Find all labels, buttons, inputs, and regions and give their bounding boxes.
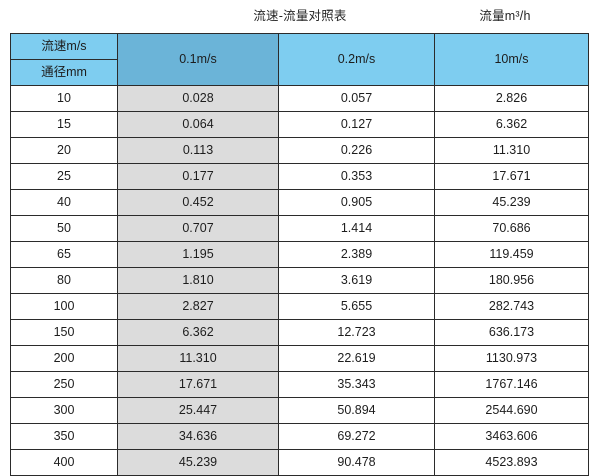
cell-flow-0.2ms: 2.389 [278,241,435,268]
cell-flow-0.2ms: 3.619 [278,267,435,294]
cell-diameter: 20 [10,137,118,164]
cell-flow-0.1ms: 1.195 [117,241,279,268]
cell-flow-10ms: 4523.893 [434,449,589,476]
cell-diameter: 15 [10,111,118,138]
cell-flow-10ms: 17.671 [434,163,589,190]
cell-flow-10ms: 119.459 [434,241,589,268]
cell-flow-0.1ms: 17.671 [117,371,279,398]
flow-rate-table-wrapper: 流速m/s 0.1m/s 0.2m/s 10m/s 通径mm 10 0.028 … [10,33,589,476]
cell-flow-0.2ms: 50.894 [278,397,435,424]
table-row: 25 0.177 0.353 17.671 [10,163,589,190]
cell-flow-10ms: 636.173 [434,319,589,346]
table-row: 100 2.827 5.655 282.743 [10,293,589,320]
cell-flow-0.1ms: 6.362 [117,319,279,346]
cell-flow-10ms: 70.686 [434,215,589,242]
cell-flow-0.1ms: 0.113 [117,137,279,164]
cell-flow-0.1ms: 0.064 [117,111,279,138]
cell-flow-0.1ms: 34.636 [117,423,279,450]
cell-flow-0.2ms: 0.353 [278,163,435,190]
cell-diameter: 50 [10,215,118,242]
cell-flow-0.1ms: 0.177 [117,163,279,190]
cell-diameter: 25 [10,163,118,190]
cell-flow-0.1ms: 45.239 [117,449,279,476]
cell-diameter: 350 [10,423,118,450]
cell-diameter: 250 [10,371,118,398]
chart-title: 流速-流量对照表 [253,9,347,23]
cell-diameter: 100 [10,293,118,320]
table-row: 15 0.064 0.127 6.362 [10,111,589,138]
cell-flow-10ms: 180.956 [434,267,589,294]
title-bar: 流速-流量对照表 流量m³/h [0,0,600,30]
cell-flow-0.1ms: 0.707 [117,215,279,242]
cell-diameter: 150 [10,319,118,346]
cell-flow-10ms: 6.362 [434,111,589,138]
cell-flow-10ms: 2544.690 [434,397,589,424]
table-row: 40 0.452 0.905 45.239 [10,189,589,216]
unit-title: 流量m³/h [479,9,531,23]
cell-flow-0.2ms: 69.272 [278,423,435,450]
cell-flow-0.1ms: 0.028 [117,85,279,112]
table-row: 250 17.671 35.343 1767.146 [10,371,589,398]
cell-flow-0.2ms: 22.619 [278,345,435,372]
cell-flow-0.2ms: 90.478 [278,449,435,476]
table-row: 200 11.310 22.619 1130.973 [10,345,589,372]
cell-flow-10ms: 3463.606 [434,423,589,450]
cell-flow-0.2ms: 35.343 [278,371,435,398]
cell-flow-0.2ms: 5.655 [278,293,435,320]
table-row: 65 1.195 2.389 119.459 [10,241,589,268]
table-row: 300 25.447 50.894 2544.690 [10,397,589,424]
cell-flow-0.1ms: 2.827 [117,293,279,320]
cell-flow-10ms: 1130.973 [434,345,589,372]
header-row-top: 流速m/s 0.1m/s 0.2m/s 10m/s [10,33,589,86]
header-diameter-unit-label: 通径mm [10,59,118,86]
cell-flow-10ms: 45.239 [434,189,589,216]
table-row: 150 6.362 12.723 636.173 [10,319,589,346]
cell-flow-10ms: 1767.146 [434,371,589,398]
cell-diameter: 200 [10,345,118,372]
cell-flow-0.2ms: 0.905 [278,189,435,216]
column-header-0.2ms: 0.2m/s [278,33,435,86]
table-row: 400 45.239 90.478 4523.893 [10,449,589,476]
cell-flow-10ms: 282.743 [434,293,589,320]
header-velocity-unit-label: 流速m/s [10,33,118,60]
table-row: 50 0.707 1.414 70.686 [10,215,589,242]
cell-flow-10ms: 11.310 [434,137,589,164]
cell-diameter: 400 [10,449,118,476]
table-row: 350 34.636 69.272 3463.606 [10,423,589,450]
cell-flow-0.1ms: 0.452 [117,189,279,216]
flow-rate-table: 流速m/s 0.1m/s 0.2m/s 10m/s 通径mm 10 0.028 … [10,33,589,476]
cell-diameter: 80 [10,267,118,294]
column-header-10ms: 10m/s [434,33,589,86]
cell-flow-0.1ms: 25.447 [117,397,279,424]
cell-flow-0.2ms: 0.057 [278,85,435,112]
cell-diameter: 40 [10,189,118,216]
cell-diameter: 65 [10,241,118,268]
table-row: 10 0.028 0.057 2.826 [10,85,589,112]
cell-flow-0.2ms: 0.127 [278,111,435,138]
cell-flow-10ms: 2.826 [434,85,589,112]
cell-diameter: 300 [10,397,118,424]
cell-flow-0.1ms: 1.810 [117,267,279,294]
cell-flow-0.2ms: 0.226 [278,137,435,164]
table-row: 80 1.810 3.619 180.956 [10,267,589,294]
cell-flow-0.2ms: 12.723 [278,319,435,346]
table-row: 20 0.113 0.226 11.310 [10,137,589,164]
table-body: 流速m/s 0.1m/s 0.2m/s 10m/s 通径mm 10 0.028 … [10,33,589,476]
cell-flow-0.2ms: 1.414 [278,215,435,242]
column-header-0.1ms: 0.1m/s [117,33,279,86]
cell-diameter: 10 [10,85,118,112]
cell-flow-0.1ms: 11.310 [117,345,279,372]
